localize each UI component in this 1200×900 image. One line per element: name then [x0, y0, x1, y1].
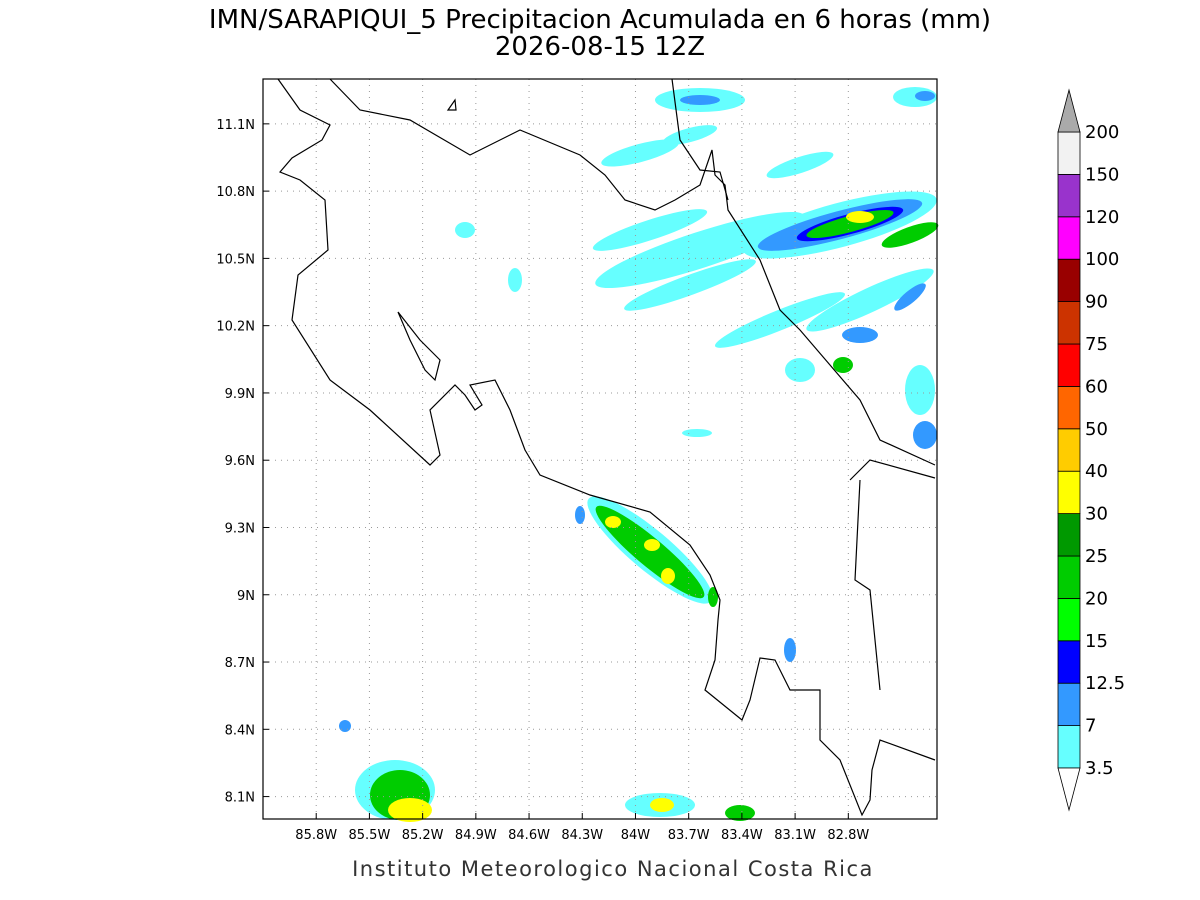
colorbar-segment — [1057, 301, 1081, 345]
coastline — [277, 78, 936, 817]
x-tick-label: 83.7W — [668, 828, 710, 843]
colorbar-segment — [1057, 682, 1081, 727]
colorbar-label: 90 — [1085, 292, 1108, 313]
y-tick-label: 10.5N — [216, 252, 255, 267]
colorbar-segment — [1057, 725, 1081, 769]
x-tick-label: 84.3W — [561, 828, 603, 843]
precip-field — [339, 87, 939, 822]
colorbar-segment — [1057, 555, 1081, 599]
plot-frame — [262, 78, 938, 820]
colorbar-segment — [1057, 598, 1081, 642]
colorbar-label: 20 — [1085, 588, 1108, 609]
y-tick-label: 11.1N — [216, 118, 255, 133]
colorbar-over — [1057, 88, 1081, 133]
y-tick-label: 8.1N — [225, 791, 255, 806]
x-tick-label: 83.4W — [721, 828, 763, 843]
y-tick-label: 9N — [237, 589, 255, 604]
y-tick-label: 8.7N — [225, 656, 255, 671]
colorbar-label: 15 — [1085, 631, 1108, 652]
title: IMN/SARAPIQUI_5 Precipitacion Acumulada … — [209, 5, 991, 35]
colorbar-label: 200 — [1085, 122, 1119, 143]
colorbar-label: 60 — [1085, 376, 1108, 397]
y-tick-label: 10.2N — [216, 320, 255, 335]
grid — [263, 79, 937, 819]
colorbar-segment — [1057, 216, 1081, 260]
x-tick-label: 85.5W — [349, 828, 391, 843]
colorbar-label: 40 — [1085, 461, 1108, 482]
colorbar-label: 7 — [1085, 716, 1096, 737]
y-tick-label: 10.8N — [216, 185, 255, 200]
x-tick-label: 84W — [621, 828, 651, 843]
x-tick-label: 85.2W — [402, 828, 444, 843]
colorbar-label: 50 — [1085, 419, 1108, 440]
colorbar-segment — [1057, 343, 1081, 387]
colorbar-segment — [1057, 513, 1081, 557]
x-tick-label: 85.8W — [295, 828, 337, 843]
y-tick-label: 8.4N — [225, 723, 255, 738]
colorbar-label: 30 — [1085, 504, 1108, 525]
colorbar-label: 120 — [1085, 207, 1119, 228]
y-tick-label: 9.9N — [225, 387, 255, 402]
y-tick-label: 9.6N — [225, 454, 255, 469]
colorbar-segment — [1057, 470, 1081, 515]
subtitle: 2026-08-15 12Z — [495, 32, 705, 62]
colorbar-segment — [1057, 258, 1081, 303]
colorbar-label: 75 — [1085, 334, 1108, 355]
plot-background — [263, 79, 937, 819]
plot-area — [262, 78, 939, 822]
colorbar-label: 3.5 — [1085, 758, 1114, 779]
y-tick-label: 9.3N — [225, 521, 255, 536]
colorbar-segment — [1057, 640, 1081, 684]
x-tick-label: 84.6W — [508, 828, 550, 843]
colorbar-segment — [1057, 173, 1081, 218]
colorbar-under — [1057, 767, 1081, 812]
colorbar-label: 100 — [1085, 249, 1119, 270]
x-tick-label: 84.9W — [455, 828, 497, 843]
colorbar-segment — [1057, 131, 1081, 175]
colorbar-label: 12.5 — [1085, 673, 1125, 694]
footer: Instituto Meteorologico Nacional Costa R… — [352, 857, 874, 881]
colorbar-segment — [1057, 428, 1081, 472]
colorbar-label: 150 — [1085, 164, 1119, 185]
colorbar-label: 25 — [1085, 546, 1108, 567]
colorbar: 3.5 7 12.5 15 20 25 30 40 50 60 75 90 100 120 150 200 — [1057, 88, 1125, 812]
colorbar-segment — [1057, 385, 1081, 430]
x-tick-label: 83.1W — [774, 828, 816, 843]
x-tick-label: 82.8W — [827, 828, 869, 843]
ticks: 85.8W 85.5W 85.2W 84.9W 84.6W 84.3W 84W 83.7W 83… — [216, 118, 869, 843]
